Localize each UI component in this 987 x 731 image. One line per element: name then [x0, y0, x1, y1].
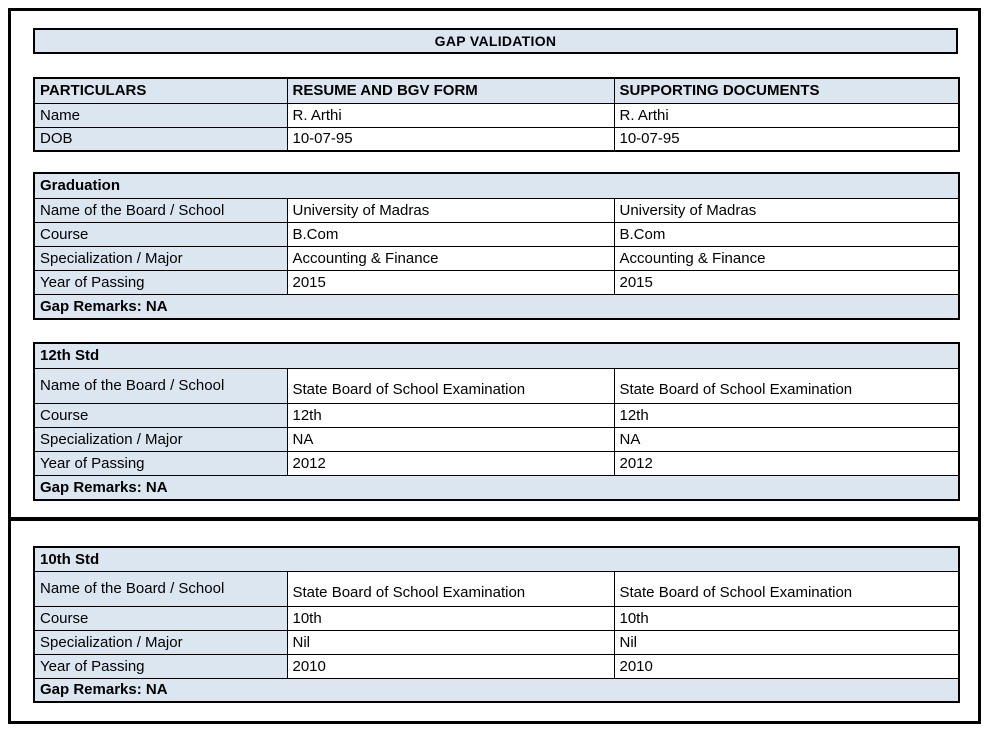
gap-remarks-cell: Gap Remarks: NA: [33, 293, 960, 320]
row-year: Year of Passing 2010 2010: [33, 653, 960, 679]
label-cell: Name of the Board / School: [33, 367, 288, 404]
row-specialization: Specialization / Major Nil Nil: [33, 629, 960, 655]
label-cell: Name of the Board / School: [33, 197, 288, 223]
value-cell-supporting: R. Arthi: [613, 102, 960, 128]
value-cell-resume: R. Arthi: [286, 102, 615, 128]
value-cell-resume: 10th: [286, 605, 615, 631]
value-cell-resume: 12th: [286, 402, 615, 428]
row-board: Name of the Board / School University of…: [33, 197, 960, 223]
value-cell-resume: State Board of School Examination: [286, 570, 615, 607]
value-cell-resume: State Board of School Examination: [286, 367, 615, 404]
value-cell-supporting: State Board of School Examination: [613, 367, 960, 404]
value-cell-resume: 2012: [286, 450, 615, 476]
page-frame: [8, 8, 981, 724]
label-cell: Name: [33, 102, 288, 128]
row-specialization: Specialization / Major Accounting & Fina…: [33, 245, 960, 271]
label-cell: Name of the Board / School: [33, 570, 288, 607]
row-dob: DOB 10-07-95 10-07-95: [33, 126, 960, 152]
value-cell-resume: 2015: [286, 269, 615, 295]
row-year: Year of Passing 2015 2015: [33, 269, 960, 295]
gap-remarks-cell: Gap Remarks: NA: [33, 474, 960, 501]
value-cell-supporting: NA: [613, 426, 960, 452]
row-name: Name R. Arthi R. Arthi: [33, 102, 960, 128]
value-cell-resume: Accounting & Finance: [286, 245, 615, 271]
value-cell-resume: 10-07-95: [286, 126, 615, 152]
value-cell-supporting: State Board of School Examination: [613, 570, 960, 607]
label-cell: Course: [33, 221, 288, 247]
value-cell-supporting: 2012: [613, 450, 960, 476]
value-cell-supporting: 10-07-95: [613, 126, 960, 152]
value-cell-resume: University of Madras: [286, 197, 615, 223]
section-header-row: Graduation: [33, 172, 960, 199]
header-cell-particulars: PARTICULARS: [33, 77, 288, 104]
gap-remarks-row: Gap Remarks: NA: [33, 474, 960, 501]
label-cell: Year of Passing: [33, 450, 288, 476]
label-cell: DOB: [33, 126, 288, 152]
gap-remarks-row: Gap Remarks: NA: [33, 293, 960, 320]
row-board: Name of the Board / School State Board o…: [33, 570, 960, 607]
value-cell-supporting: Accounting & Finance: [613, 245, 960, 271]
section-title-cell: 10th Std: [33, 546, 960, 572]
value-cell-supporting: 12th: [613, 402, 960, 428]
section-title-cell: 12th Std: [33, 342, 960, 369]
label-cell: Specialization / Major: [33, 629, 288, 655]
label-cell: Specialization / Major: [33, 426, 288, 452]
value-cell-resume: Nil: [286, 629, 615, 655]
label-cell: Specialization / Major: [33, 245, 288, 271]
value-cell-supporting: Nil: [613, 629, 960, 655]
row-course: Course 12th 12th: [33, 402, 960, 428]
row-course: Course B.Com B.Com: [33, 221, 960, 247]
label-cell: Course: [33, 402, 288, 428]
section-table-12th-std: 12th Std Name of the Board / School Stat…: [33, 342, 961, 501]
section-table-graduation: Graduation Name of the Board / School Un…: [33, 172, 960, 320]
label-cell: Year of Passing: [33, 269, 288, 295]
gap-remarks-cell: Gap Remarks: NA: [33, 677, 960, 703]
row-year: Year of Passing 2012 2012: [33, 450, 960, 476]
value-cell-supporting: University of Madras: [613, 197, 960, 223]
gap-remarks-row: Gap Remarks: NA: [33, 677, 960, 703]
value-cell-supporting: 2010: [613, 653, 960, 679]
header-cell-supporting-docs: SUPPORTING DOCUMENTS: [613, 77, 960, 104]
document-title: GAP VALIDATION: [33, 28, 958, 54]
particulars-table: PARTICULARS RESUME AND BGV FORM SUPPORTI…: [33, 77, 960, 152]
value-cell-resume: 2010: [286, 653, 615, 679]
value-cell-supporting: B.Com: [613, 221, 960, 247]
row-board: Name of the Board / School State Board o…: [33, 367, 960, 404]
label-cell: Course: [33, 605, 288, 631]
header-cell-resume-bgv: RESUME AND BGV FORM: [286, 77, 615, 104]
row-course: Course 10th 10th: [33, 605, 960, 631]
row-specialization: Specialization / Major NA NA: [33, 426, 960, 452]
section-header-row: 10th Std: [33, 546, 960, 572]
section-title-cell: Graduation: [33, 172, 960, 199]
table-header-row: PARTICULARS RESUME AND BGV FORM SUPPORTI…: [33, 77, 960, 104]
value-cell-resume: B.Com: [286, 221, 615, 247]
section-table-10th-std: 10th Std Name of the Board / School Stat…: [33, 546, 961, 703]
section-header-row: 12th Std: [33, 342, 960, 369]
label-cell: Year of Passing: [33, 653, 288, 679]
value-cell-resume: NA: [286, 426, 615, 452]
value-cell-supporting: 10th: [613, 605, 960, 631]
page-break-divider: [8, 517, 981, 521]
value-cell-supporting: 2015: [613, 269, 960, 295]
